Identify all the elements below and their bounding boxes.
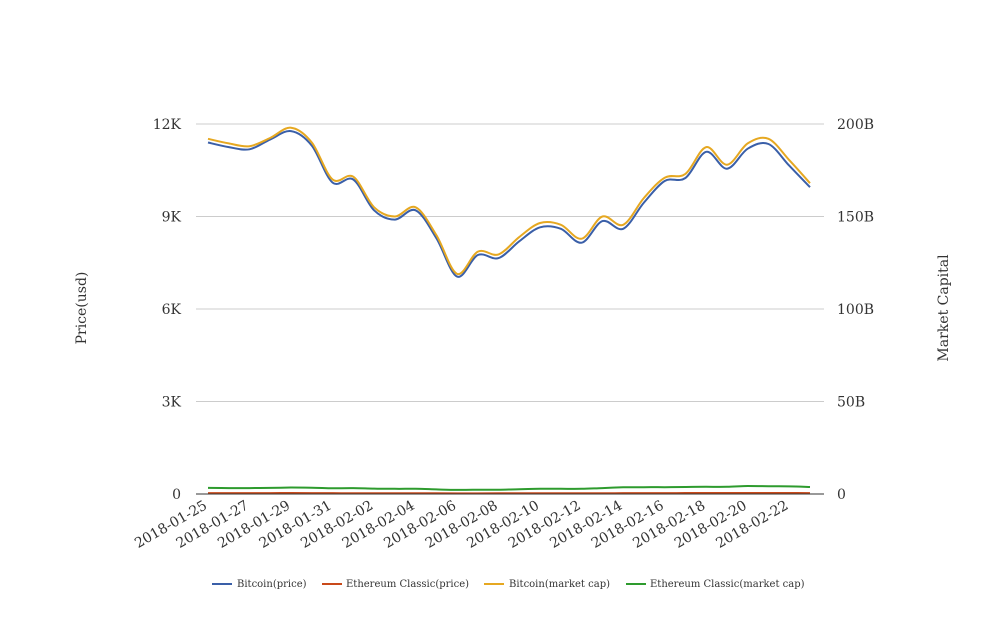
legend-label-ethereum-classic-price[interactable]: Ethereum Classic(price) [346,579,469,590]
gridlines [196,124,824,402]
legend-label-ethereum-classic-market-cap[interactable]: Ethereum Classic(market cap) [650,579,805,590]
series-lines [208,128,810,494]
y-tick-label-left: 3K [162,395,182,411]
y-axis-title-left: Price(usd) [74,272,90,345]
y-tick-label-left: 0 [172,487,181,503]
series-line-bitcoin-market-cap [208,128,810,274]
y-tick-label-left: 9K [162,210,182,226]
y-tick-label-right: 50B [837,395,865,411]
y-axis-title-right: Market Capital [936,254,952,362]
y-tick-label-right: 100B [837,302,874,318]
y-tick-label-right: 0 [837,487,846,503]
legend[interactable]: Bitcoin(price) Ethereum Classic(price) Bit… [212,579,805,590]
y-tick-label-right: 200B [837,117,874,133]
legend-label-bitcoin-market-cap[interactable]: Bitcoin(market cap) [509,579,610,590]
y-tick-label-right: 150B [837,210,874,226]
legend-label-bitcoin-price[interactable]: Bitcoin(price) [237,579,307,590]
series-line-bitcoin-price [208,131,810,277]
y-tick-label-left: 6K [162,302,182,318]
series-line-ethereum-classic-market-cap [208,486,810,490]
y-tick-label-left: 12K [153,117,182,133]
